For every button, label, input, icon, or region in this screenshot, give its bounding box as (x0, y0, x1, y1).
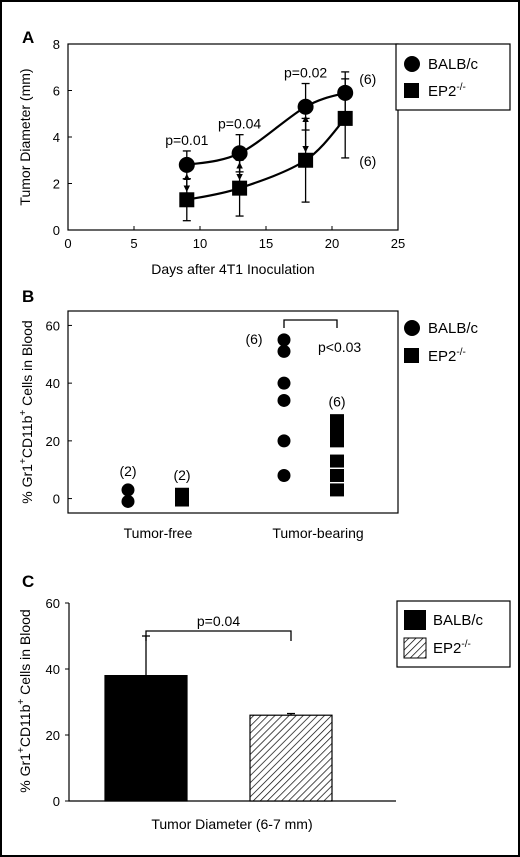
panel-b-legend-label-balbc: BALB/c (428, 320, 479, 337)
panel-a-chart: 0 5 10 15 20 25 0 2 4 6 8 Days after 4T1 Inoculat… (17, 37, 405, 277)
panel-a-y-tick-label: 4 (53, 130, 60, 145)
panel-a-point-ep2 (179, 192, 195, 208)
panel-b-point-ep2 (330, 483, 344, 497)
panel-b-p-value: p<0.03 (318, 339, 361, 355)
panel-c-y-tick-label: 60 (46, 596, 60, 611)
panel-a-x-tick-label: 25 (391, 236, 405, 251)
panel-a-legend-box (395, 43, 511, 111)
panel-c-x-axis-label: Tumor Diameter (6-7 mm) (151, 816, 312, 832)
panel-b-letter: B (22, 287, 34, 306)
panel-b-point-ep2 (330, 468, 344, 482)
panel-a-p-value: p=0.02 (284, 65, 327, 81)
panel-a-point-balbc (297, 98, 314, 115)
panel-c-legend-solid-swatch (404, 610, 426, 630)
panel-b-legend-circle-marker (404, 320, 420, 336)
panel-a-y-axis-label: Tumor Diameter (mm) (17, 68, 33, 205)
panel-a-y-tick-label: 8 (53, 37, 60, 52)
panel-a-legend-square-marker (404, 83, 419, 98)
panel-a-x-tick-label: 10 (193, 236, 207, 251)
panel-a-series-line (186, 91, 346, 166)
panel-b-n-label: (2) (173, 467, 190, 483)
panel-c-bar-ep2 (249, 714, 333, 802)
panel-b-point-balbc (277, 333, 291, 347)
panel-b-point-balbc (277, 393, 291, 407)
panel-b-significance-bracket (283, 319, 338, 328)
panel-c-letter: C (22, 572, 34, 591)
panel-c-legend-label-balbc: BALB/c (433, 612, 484, 629)
panel-b-y-tick-label: 20 (46, 434, 60, 449)
panel-a-p-value: p=0.01 (165, 132, 208, 148)
panel-a-legend-circle-marker (404, 56, 420, 72)
panel-b-y-tick-label: 60 (46, 318, 60, 333)
panel-b-y-axis-label: % Gr1+CD11b+ Cells in Blood (18, 320, 35, 503)
panel-c-y-tick-label: 20 (46, 728, 60, 743)
panel-a-point-ep2 (337, 110, 353, 126)
panel-a-point-balbc (178, 156, 195, 173)
panel-a-legend-label-ep2: EP2-/- (428, 82, 466, 100)
panel-b-point-ep2 (330, 434, 344, 448)
panel-a-letter: A (22, 28, 34, 47)
panel-c-legend-label-ep2: EP2-/- (433, 639, 471, 657)
panel-a-y-tick-label: 0 (53, 223, 60, 238)
panel-b-legend-square-marker (404, 348, 419, 363)
panel-c-bar-balbc (104, 674, 188, 802)
panel-c-y-tick-label: 0 (53, 794, 60, 809)
panel-b-point-balbc (121, 494, 135, 508)
panel-b-point-balbc (121, 483, 135, 497)
panel-b-n-label: (6) (328, 394, 345, 410)
panel-a-series-line (186, 117, 347, 201)
panel-c-legend: BALB/c EP2-/- (396, 600, 511, 668)
panel-c-y-tick-label: 40 (46, 662, 60, 677)
panel-c-significance-bracket (145, 630, 292, 641)
panel-b-n-label: (2) (119, 463, 136, 479)
panel-b-point-balbc (277, 434, 291, 448)
panel-b-point-ep2 (330, 454, 344, 468)
panel-c-legend-hatched-swatch (403, 637, 427, 659)
panel-c-p-value: p=0.04 (197, 613, 240, 629)
panel-a-n-label: (6) (359, 71, 376, 87)
panel-b-point-ep2 (330, 422, 344, 436)
panel-b-n-label: (6) (245, 331, 262, 347)
panel-a-legend-label-balbc: BALB/c (428, 56, 479, 73)
panel-a-p-value: p=0.04 (218, 116, 261, 132)
panel-b-y-tick-label: 0 (53, 492, 60, 507)
panel-c-chart: 0 20 40 60 Tumor Diameter (6-7 mm) % Gr1+CD… (16, 596, 396, 832)
panel-a-x-tick-label: 5 (130, 236, 137, 251)
panel-a-y-tick-label: 2 (53, 177, 60, 192)
panel-b-y-tick-label: 40 (46, 376, 60, 391)
panel-a-point-ep2 (232, 180, 248, 196)
panel-a-n-label: (6) (359, 153, 376, 169)
panel-a-x-tick-label: 0 (64, 236, 71, 251)
panel-a-x-tick-label: 15 (259, 236, 273, 251)
panel-b-point-balbc (277, 344, 291, 358)
panel-b-point-balbc (277, 376, 291, 390)
panel-c-y-axis-label: % Gr1+CD11b+ Cells in Blood (16, 609, 33, 792)
panel-a-point-ep2 (298, 152, 314, 168)
panel-a-y-tick-label: 6 (53, 84, 60, 99)
panel-b-chart: 0 20 40 60 Tumor-free Tumor-bearing % Gr1+C… (18, 310, 479, 541)
panel-a-x-axis-label: Days after 4T1 Inoculation (151, 261, 314, 277)
panel-b-point-ep2 (175, 493, 189, 507)
panel-a-legend: BALB/c EP2-/- (395, 43, 511, 111)
panel-b-category-tumor-free: Tumor-free (124, 525, 193, 541)
panel-b-legend-label-ep2: EP2-/- (428, 347, 466, 365)
panel-a-point-balbc (231, 145, 248, 162)
panel-b-plot-frame (67, 310, 399, 514)
panel-b-point-balbc (277, 468, 291, 482)
panel-b-category-tumor-bearing: Tumor-bearing (272, 525, 363, 541)
panel-a-x-tick-label: 20 (325, 236, 339, 251)
